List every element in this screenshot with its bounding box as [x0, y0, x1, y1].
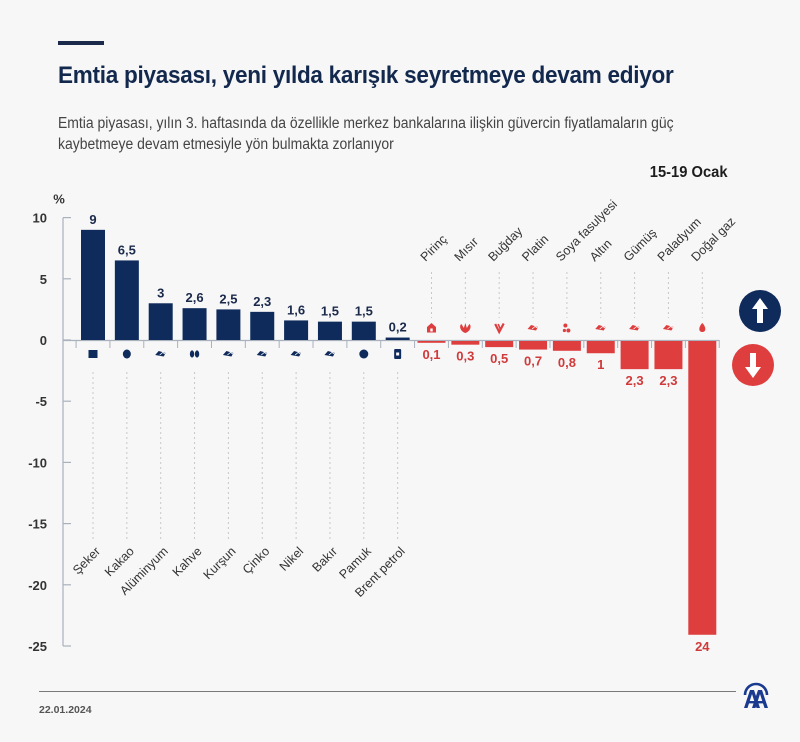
bar-gümüş	[620, 341, 649, 370]
title-accent-bar	[58, 41, 104, 45]
value-label: 3	[157, 285, 164, 300]
value-label: 24	[695, 639, 710, 654]
sugar-icon	[88, 350, 98, 358]
metal-ingot-icon	[595, 325, 607, 331]
bar-paladyum	[654, 341, 683, 370]
y-tick-label: -5	[35, 394, 47, 409]
y-tick-label: -10	[28, 455, 47, 470]
bar-soya-fasulyesi	[552, 341, 581, 351]
bar-nikel	[284, 320, 309, 340]
soybean-icon	[562, 323, 571, 333]
y-tick-label: 10	[33, 211, 47, 226]
arrow-down-icon	[732, 344, 774, 386]
value-label: 2,3	[253, 294, 271, 309]
y-tick-label: -20	[28, 578, 47, 593]
bar-mısır	[451, 341, 480, 345]
metal-ingot-icon	[527, 325, 539, 331]
cocoa-icon	[122, 349, 131, 359]
value-label: 2,6	[186, 290, 204, 305]
y-tick-label: 0	[40, 333, 47, 348]
value-label: 0,3	[456, 349, 474, 364]
corn-icon	[460, 323, 471, 333]
category-label: Çinko	[240, 544, 273, 577]
metal-ingot-icon	[290, 351, 302, 357]
value-label: 0,8	[558, 355, 576, 370]
bar-kakao	[114, 260, 139, 340]
metal-ingot-icon	[256, 351, 268, 357]
y-tick-label: -15	[28, 517, 47, 532]
bar-bakır	[317, 321, 342, 340]
oil-barrel-icon	[394, 349, 402, 359]
flame-icon	[699, 323, 706, 332]
category-label: Şeker	[70, 544, 103, 577]
value-label: 1	[597, 357, 604, 372]
metal-ingot-icon	[222, 351, 235, 357]
value-label: 1,5	[321, 304, 339, 319]
wheat-icon	[494, 322, 505, 335]
y-tick-label: -25	[28, 639, 47, 654]
value-label: 2,3	[659, 373, 677, 388]
category-label: Kahve	[170, 544, 205, 579]
value-label: 1,5	[355, 304, 373, 319]
category-label: Kurşun	[201, 544, 239, 582]
category-label: Gümüş	[621, 226, 659, 264]
metal-ingot-icon	[324, 351, 336, 357]
metal-ingot-icon	[662, 325, 675, 331]
category-label: Buğday	[485, 224, 525, 264]
page-subtitle: Emtia piyasası, yılın 3. haftasında da ö…	[58, 115, 674, 153]
bar-alüminyum	[148, 303, 173, 340]
aa-logo-icon	[743, 682, 769, 708]
page-title: Emtia piyasası, yeni yılda karışık seyre…	[58, 62, 674, 89]
value-label: 0,7	[524, 354, 542, 369]
value-label: 0,2	[389, 320, 407, 335]
guide-lines	[92, 272, 703, 542]
bar-buğday	[485, 341, 514, 348]
footer-divider	[39, 691, 736, 692]
value-label: 0,1	[422, 347, 440, 362]
bar-pamuk	[351, 321, 376, 340]
cotton-icon	[359, 349, 369, 359]
bar-pirinç	[417, 341, 446, 343]
category-label: Pirinç	[418, 232, 450, 264]
legend	[732, 290, 781, 386]
bar-altın	[586, 341, 615, 354]
y-tick-label: 5	[40, 272, 47, 287]
bar-şeker	[81, 229, 105, 340]
category-label: Mısır	[452, 235, 482, 265]
value-labels: 9 6,5 3 2,6 2,5 2,3 1,6 1,5 1,5 0,2 0,1 0,3 0,5 0,7 0,…	[89, 212, 710, 654]
bar-kurşun	[216, 309, 241, 340]
value-label: 2,5	[219, 291, 237, 306]
rice-sack-icon	[427, 323, 436, 333]
bar-doğal-gaz	[688, 341, 717, 635]
category-label: Bakır	[310, 544, 341, 575]
value-label: 0,5	[490, 351, 508, 366]
bar-kahve	[182, 308, 207, 340]
coffee-bean-icon	[189, 350, 200, 358]
category-label: Platin	[519, 232, 551, 264]
value-label: 6,5	[118, 242, 136, 257]
commodity-icons	[88, 322, 706, 359]
category-label: Nikel	[277, 544, 307, 574]
bar-platin	[519, 341, 548, 350]
publish-date: 22.01.2024	[39, 704, 92, 716]
value-label: 1,6	[287, 302, 305, 317]
arrow-up-icon	[739, 290, 781, 332]
value-label: 2,3	[626, 373, 644, 388]
bars	[81, 229, 717, 635]
bar-çinko	[250, 311, 275, 340]
category-label: Altın	[587, 237, 615, 265]
bar-brent-petrol	[385, 337, 410, 340]
y-axis-unit-label: %	[53, 192, 65, 207]
y-axis: % 10 5 0 -5 -10 -15 -20 -25	[28, 192, 720, 654]
metal-ingot-icon	[629, 325, 641, 331]
value-label: 9	[89, 212, 96, 227]
date-range: 15-19 Ocak	[650, 164, 728, 181]
metal-ingot-icon	[155, 351, 167, 357]
